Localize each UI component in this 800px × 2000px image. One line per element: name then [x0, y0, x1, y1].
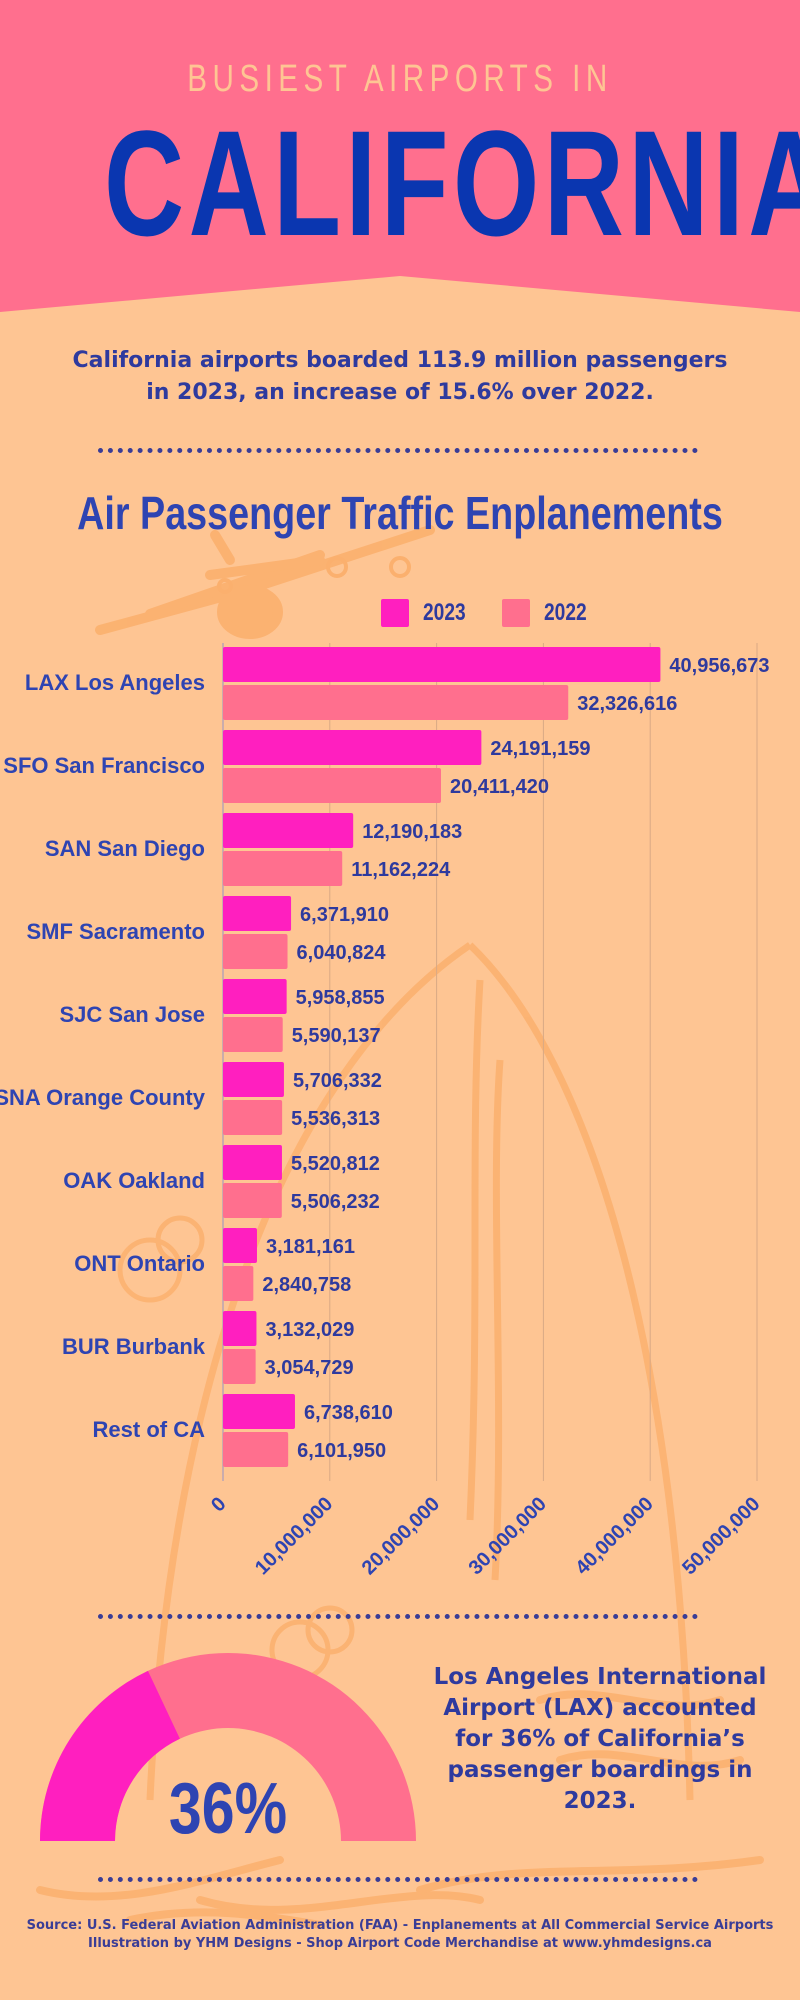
category-label: OAK Oakland [63, 1168, 205, 1193]
dotted-divider [98, 1614, 698, 1619]
value-label-2022: 6,101,950 [297, 1440, 386, 1462]
x-tick-label: 0 [207, 1493, 230, 1516]
credit-note[interactable]: Illustration by YHM Designs - Shop Airpo… [88, 1936, 712, 1951]
header-banner-shape [0, 0, 800, 312]
value-label-2022: 5,506,232 [291, 1191, 380, 1213]
lax-share-gauge [40, 1653, 416, 1841]
bar-2023 [223, 979, 287, 1014]
lax-text-line: Los Angeles International [433, 1664, 767, 1690]
category-label: SFO San Francisco [3, 753, 205, 778]
value-label-2023: 3,181,161 [266, 1236, 355, 1258]
value-label-2023: 5,706,332 [293, 1070, 382, 1092]
category-label: BUR Burbank [62, 1334, 206, 1359]
bar-2023 [223, 730, 482, 765]
value-label-2023: 5,520,812 [291, 1153, 380, 1175]
value-label-2022: 3,054,729 [265, 1357, 354, 1379]
lax-text-line: for 36% of California’s [455, 1726, 745, 1752]
header-kicker: BUSIEST AIRPORTS IN [187, 58, 613, 100]
x-tick-label: 10,000,000 [251, 1493, 337, 1579]
header-banner [0, 0, 800, 312]
x-tick-label: 20,000,000 [358, 1493, 444, 1579]
value-label-2023: 5,958,855 [296, 987, 385, 1009]
value-label-2022: 32,326,616 [577, 693, 677, 715]
category-label: Rest of CA [93, 1417, 206, 1442]
dotted-divider [98, 1877, 698, 1882]
bar-2023 [223, 1145, 282, 1180]
bar-2022 [223, 851, 343, 886]
bar-2022 [223, 1349, 256, 1384]
value-label-2022: 5,590,137 [292, 1025, 381, 1047]
value-label-2023: 6,738,610 [304, 1402, 393, 1424]
category-label: SJC San Jose [59, 1002, 205, 1027]
header-title: CALIFORNIA [104, 99, 800, 267]
category-label: ONT Ontario [74, 1251, 205, 1276]
bar-2022 [223, 1100, 283, 1135]
bar-2022 [223, 1432, 289, 1467]
source-note: Source: U.S. Federal Aviation Administra… [26, 1918, 774, 1933]
bar-2023 [223, 647, 661, 682]
bar-2022 [223, 768, 441, 803]
category-label: SMF Sacramento [27, 919, 206, 944]
legend-swatch-2023 [381, 599, 409, 627]
lax-text-line: passenger boardings in [447, 1757, 753, 1783]
airplane-icon [95, 525, 435, 639]
value-label-2023: 12,190,183 [362, 821, 462, 843]
gauge-percent-label: 36% [168, 1769, 288, 1849]
dotted-divider [98, 448, 698, 453]
value-label-2022: 5,536,313 [291, 1108, 380, 1130]
legend-label-2022: 2022 [544, 599, 587, 626]
value-label-2022: 11,162,224 [351, 859, 451, 881]
category-label: SNA Orange County [0, 1085, 206, 1110]
lax-text-line: Airport (LAX) accounted [443, 1695, 757, 1721]
bar-2023 [223, 896, 292, 931]
bar-2022 [223, 934, 288, 969]
chart-title: Air Passenger Traffic Enplanements [77, 487, 723, 539]
value-label-2022: 6,040,824 [297, 942, 387, 964]
bar-2023 [223, 1394, 295, 1429]
bar-2022 [223, 1266, 254, 1301]
value-label-2022: 2,840,758 [262, 1274, 351, 1296]
x-tick-label: 50,000,000 [678, 1493, 764, 1579]
value-label-2023: 40,956,673 [669, 655, 769, 677]
bar-2022 [223, 1183, 282, 1218]
x-tick-label: 40,000,000 [571, 1493, 657, 1579]
legend-swatch-2022 [502, 599, 530, 627]
lax-share-text: Los Angeles International Airport (LAX) … [420, 1662, 780, 1817]
intro-line-2: in 2023, an increase of 15.6% over 2022. [146, 380, 654, 405]
x-tick-label: 30,000,000 [465, 1493, 551, 1579]
value-label-2022: 20,411,420 [450, 776, 549, 798]
category-label: SAN San Diego [45, 836, 205, 861]
intro-line-1: California airports boarded 113.9 millio… [72, 348, 728, 373]
legend-item-2023: 2023 [381, 598, 476, 628]
bar-2022 [223, 1017, 283, 1052]
bar-2023 [223, 1062, 284, 1097]
category-label: LAX Los Angeles [25, 670, 205, 695]
value-label-2023: 3,132,029 [265, 1319, 354, 1341]
bar-2023 [223, 813, 354, 848]
value-label-2023: 6,371,910 [300, 904, 389, 926]
legend-item-2022: 2022 [502, 598, 597, 628]
gauge-lax-arc [40, 1670, 180, 1841]
value-label-2023: 24,191,159 [490, 738, 590, 760]
bar-2023 [223, 1228, 257, 1263]
intro-summary: California airports boarded 113.9 millio… [40, 345, 760, 409]
legend-label-2023: 2023 [423, 599, 466, 626]
lax-text-line: 2023. [563, 1788, 637, 1814]
bar-chart: LAX Los Angeles 40,956,673 32,326,616 SFO S… [0, 643, 770, 1579]
bar-2022 [223, 685, 569, 720]
bar-2023 [223, 1311, 257, 1346]
